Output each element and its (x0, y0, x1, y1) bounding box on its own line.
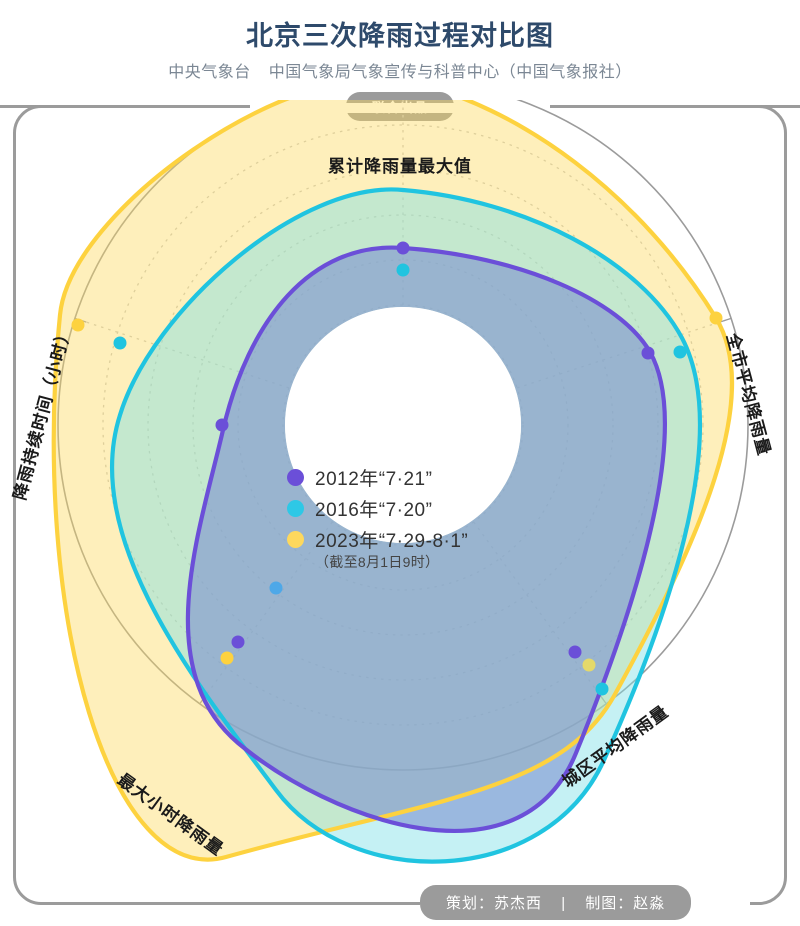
credit-bar: 策划：苏杰西 | 制图：赵淼 (420, 885, 692, 920)
legend-item-2012[interactable]: 2012年“7·21” (287, 462, 468, 493)
vertex-2012-1 (641, 346, 655, 360)
vertex-2012-0 (396, 241, 410, 255)
vertex-2012-4 (215, 418, 229, 432)
legend-note: （截至8月1日9时） (315, 554, 440, 570)
legend-swatch-2023 (287, 531, 304, 548)
vertex-2023-2 (582, 658, 596, 672)
frame-gap-top (250, 103, 550, 113)
source-line: 中央气象台 中国气象局气象宣传与科普中心（中国气象报社） (0, 58, 800, 82)
vertex-2023-1 (709, 311, 723, 325)
legend-label-2016: 2016年“7·20” (315, 500, 433, 521)
vertex-2016-4 (113, 336, 127, 350)
axis-label-max-cumulative: 累计降雨量最大值 (328, 157, 472, 176)
legend-swatch-2012 (287, 469, 304, 486)
credit-separator: | (561, 895, 567, 912)
legend-item-2023[interactable]: 2023年“7·29-8·1” (287, 524, 468, 555)
legend-item-2016[interactable]: 2016年“7·20” (287, 493, 468, 524)
legend-swatch-2016 (287, 500, 304, 517)
vertex-2012-3 (231, 635, 245, 649)
radar-center-hole (285, 307, 521, 543)
vertex-2023-3 (220, 651, 234, 665)
radar-vertex-markers (71, 241, 723, 696)
legend-label-2023: 2023年“7·29-8·1” (315, 531, 469, 552)
legend-label-2012: 2012年“7·21” (315, 469, 433, 490)
vertex-2016-1 (673, 345, 687, 359)
vertex-2016-3 (269, 581, 283, 595)
radar-chart (51, 100, 749, 864)
vertex-2023-4 (71, 318, 85, 332)
chart-legend: 2012年“7·21” 2016年“7·20” 2023年“7·29-8·1” … (287, 462, 468, 572)
vertex-2012-2 (568, 645, 582, 659)
source-primary: 中央气象台 (168, 64, 251, 81)
series-line-2016 (109, 187, 702, 864)
series-line-2023 (51, 100, 735, 862)
source-secondary: 中国气象局气象宣传与科普中心（中国气象报社） (268, 64, 632, 81)
credit-designer: 制图：赵淼 (585, 895, 666, 912)
page-title: 北京三次降雨过程对比图 (246, 21, 554, 51)
credit-planner: 策划：苏杰西 (446, 895, 543, 912)
vertex-2016-2 (595, 682, 609, 696)
vertex-2016-0 (396, 263, 410, 277)
